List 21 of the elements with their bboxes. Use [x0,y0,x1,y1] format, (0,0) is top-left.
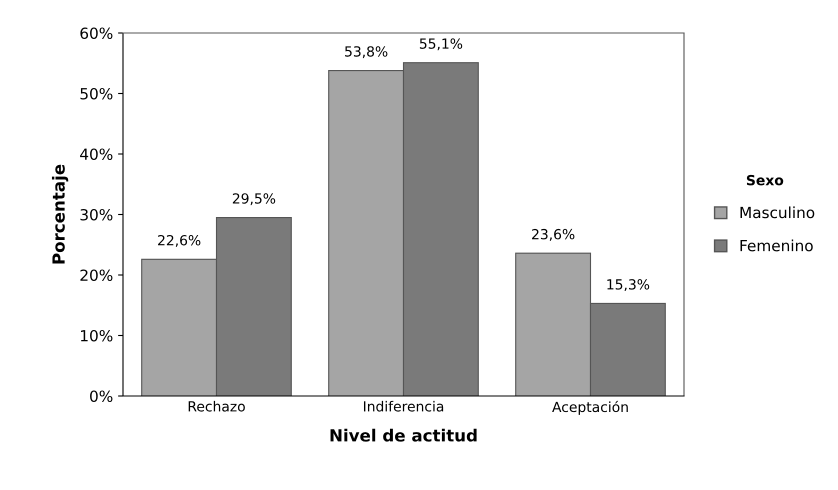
x-tick-label: Rechazo [188,400,245,412]
data-label: 23,6% [532,228,574,241]
data-label: 15,3% [607,279,650,292]
x-tick-label: Indiferencia [364,400,444,412]
y-tick-label: 50% [80,88,112,100]
legend-title: Sexo [746,174,784,186]
y-tick-label: 60% [80,27,112,40]
y-axis-title: Porcentaje [52,164,68,264]
y-tick-label: 40% [80,148,112,160]
data-label: 29,5% [232,193,276,206]
legend-label: Femenino [740,240,813,252]
x-tick-label: Aceptación [552,400,628,415]
x-axis-title: Nivel de actitud [330,428,477,442]
data-label: 22,6% [158,234,200,247]
y-tick-label: 10% [81,330,112,342]
data-label: 55,1% [420,38,462,50]
y-tick-label: 20% [80,269,112,282]
y-tick-label: 30% [80,208,112,221]
data-label: 53,8% [345,46,388,58]
legend-label: Masculino [740,206,814,218]
y-tick-label: 0% [90,390,112,402]
